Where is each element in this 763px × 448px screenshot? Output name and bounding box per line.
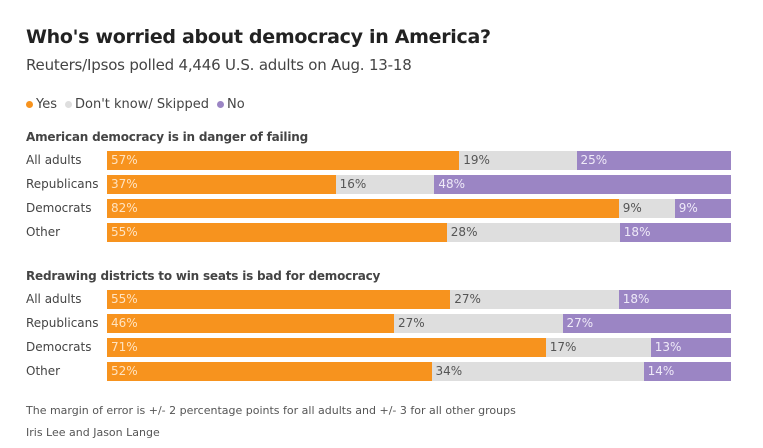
bar-segment-no: 48% bbox=[434, 175, 731, 194]
legend-dot-yes bbox=[26, 101, 33, 108]
footnote: The margin of error is +/- 2 percentage … bbox=[26, 404, 516, 417]
category-label: All adults bbox=[26, 292, 82, 306]
category-label: Republicans bbox=[26, 177, 99, 191]
bar-segment-dontknow: 19% bbox=[459, 151, 577, 170]
legend: Yes Don't know/ Skipped No bbox=[26, 97, 253, 112]
bar-segment-yes: 55% bbox=[107, 290, 451, 309]
bar-segment-yes: 52% bbox=[107, 362, 432, 381]
category-label: Democrats bbox=[26, 340, 92, 354]
bar-segment-no: 18% bbox=[618, 290, 731, 309]
legend-label-dontknow: Don't know/ Skipped bbox=[75, 97, 210, 112]
bar-segment-dontknow: 27% bbox=[394, 314, 563, 333]
bar-segment-yes: 37% bbox=[107, 175, 336, 194]
legend-dot-no bbox=[217, 101, 225, 108]
category-label: Other bbox=[26, 364, 61, 378]
bar-segment-dontknow: 34% bbox=[431, 362, 644, 381]
bar-segment-dontknow: 9% bbox=[618, 199, 675, 218]
bar-segment-yes: 46% bbox=[107, 314, 394, 333]
legend-item-yes: Yes bbox=[26, 97, 57, 112]
panel-title: Redrawing districts to win seats is bad … bbox=[26, 269, 381, 283]
panel-title: American democracy is in danger of faili… bbox=[26, 130, 308, 144]
legend-label-no: No bbox=[227, 97, 245, 112]
bar-segment-dontknow: 17% bbox=[545, 338, 651, 357]
bar-segment-dontknow: 16% bbox=[335, 175, 435, 194]
chart-title: Who's worried about democracy in America… bbox=[26, 26, 491, 48]
legend-item-no: No bbox=[217, 97, 245, 112]
legend-label-yes: Yes bbox=[36, 97, 57, 112]
bar-segment-dontknow: 28% bbox=[446, 223, 620, 242]
bar-segment-no: 27% bbox=[562, 314, 731, 333]
bar-segment-no: 25% bbox=[576, 151, 731, 170]
bar-segment-no: 9% bbox=[674, 199, 731, 218]
category-label: All adults bbox=[26, 153, 82, 167]
chart-subtitle: Reuters/Ipsos polled 4,446 U.S. adults o… bbox=[26, 56, 412, 74]
category-label: Other bbox=[26, 225, 61, 239]
category-label: Democrats bbox=[26, 201, 92, 215]
bar-segment-yes: 82% bbox=[107, 199, 619, 218]
bar-segment-yes: 71% bbox=[107, 338, 546, 357]
bar-segment-no: 14% bbox=[643, 362, 731, 381]
legend-dot-dontknow bbox=[65, 101, 72, 108]
bar-segment-yes: 55% bbox=[107, 223, 447, 242]
bar-segment-yes: 57% bbox=[107, 151, 460, 170]
legend-item-dontknow: Don't know/ Skipped bbox=[65, 97, 209, 112]
bar-segment-dontknow: 27% bbox=[450, 290, 619, 309]
category-label: Republicans bbox=[26, 316, 99, 330]
bar-segment-no: 13% bbox=[650, 338, 731, 357]
bar-segment-no: 18% bbox=[619, 223, 731, 242]
credit: Iris Lee and Jason Lange bbox=[26, 426, 160, 439]
